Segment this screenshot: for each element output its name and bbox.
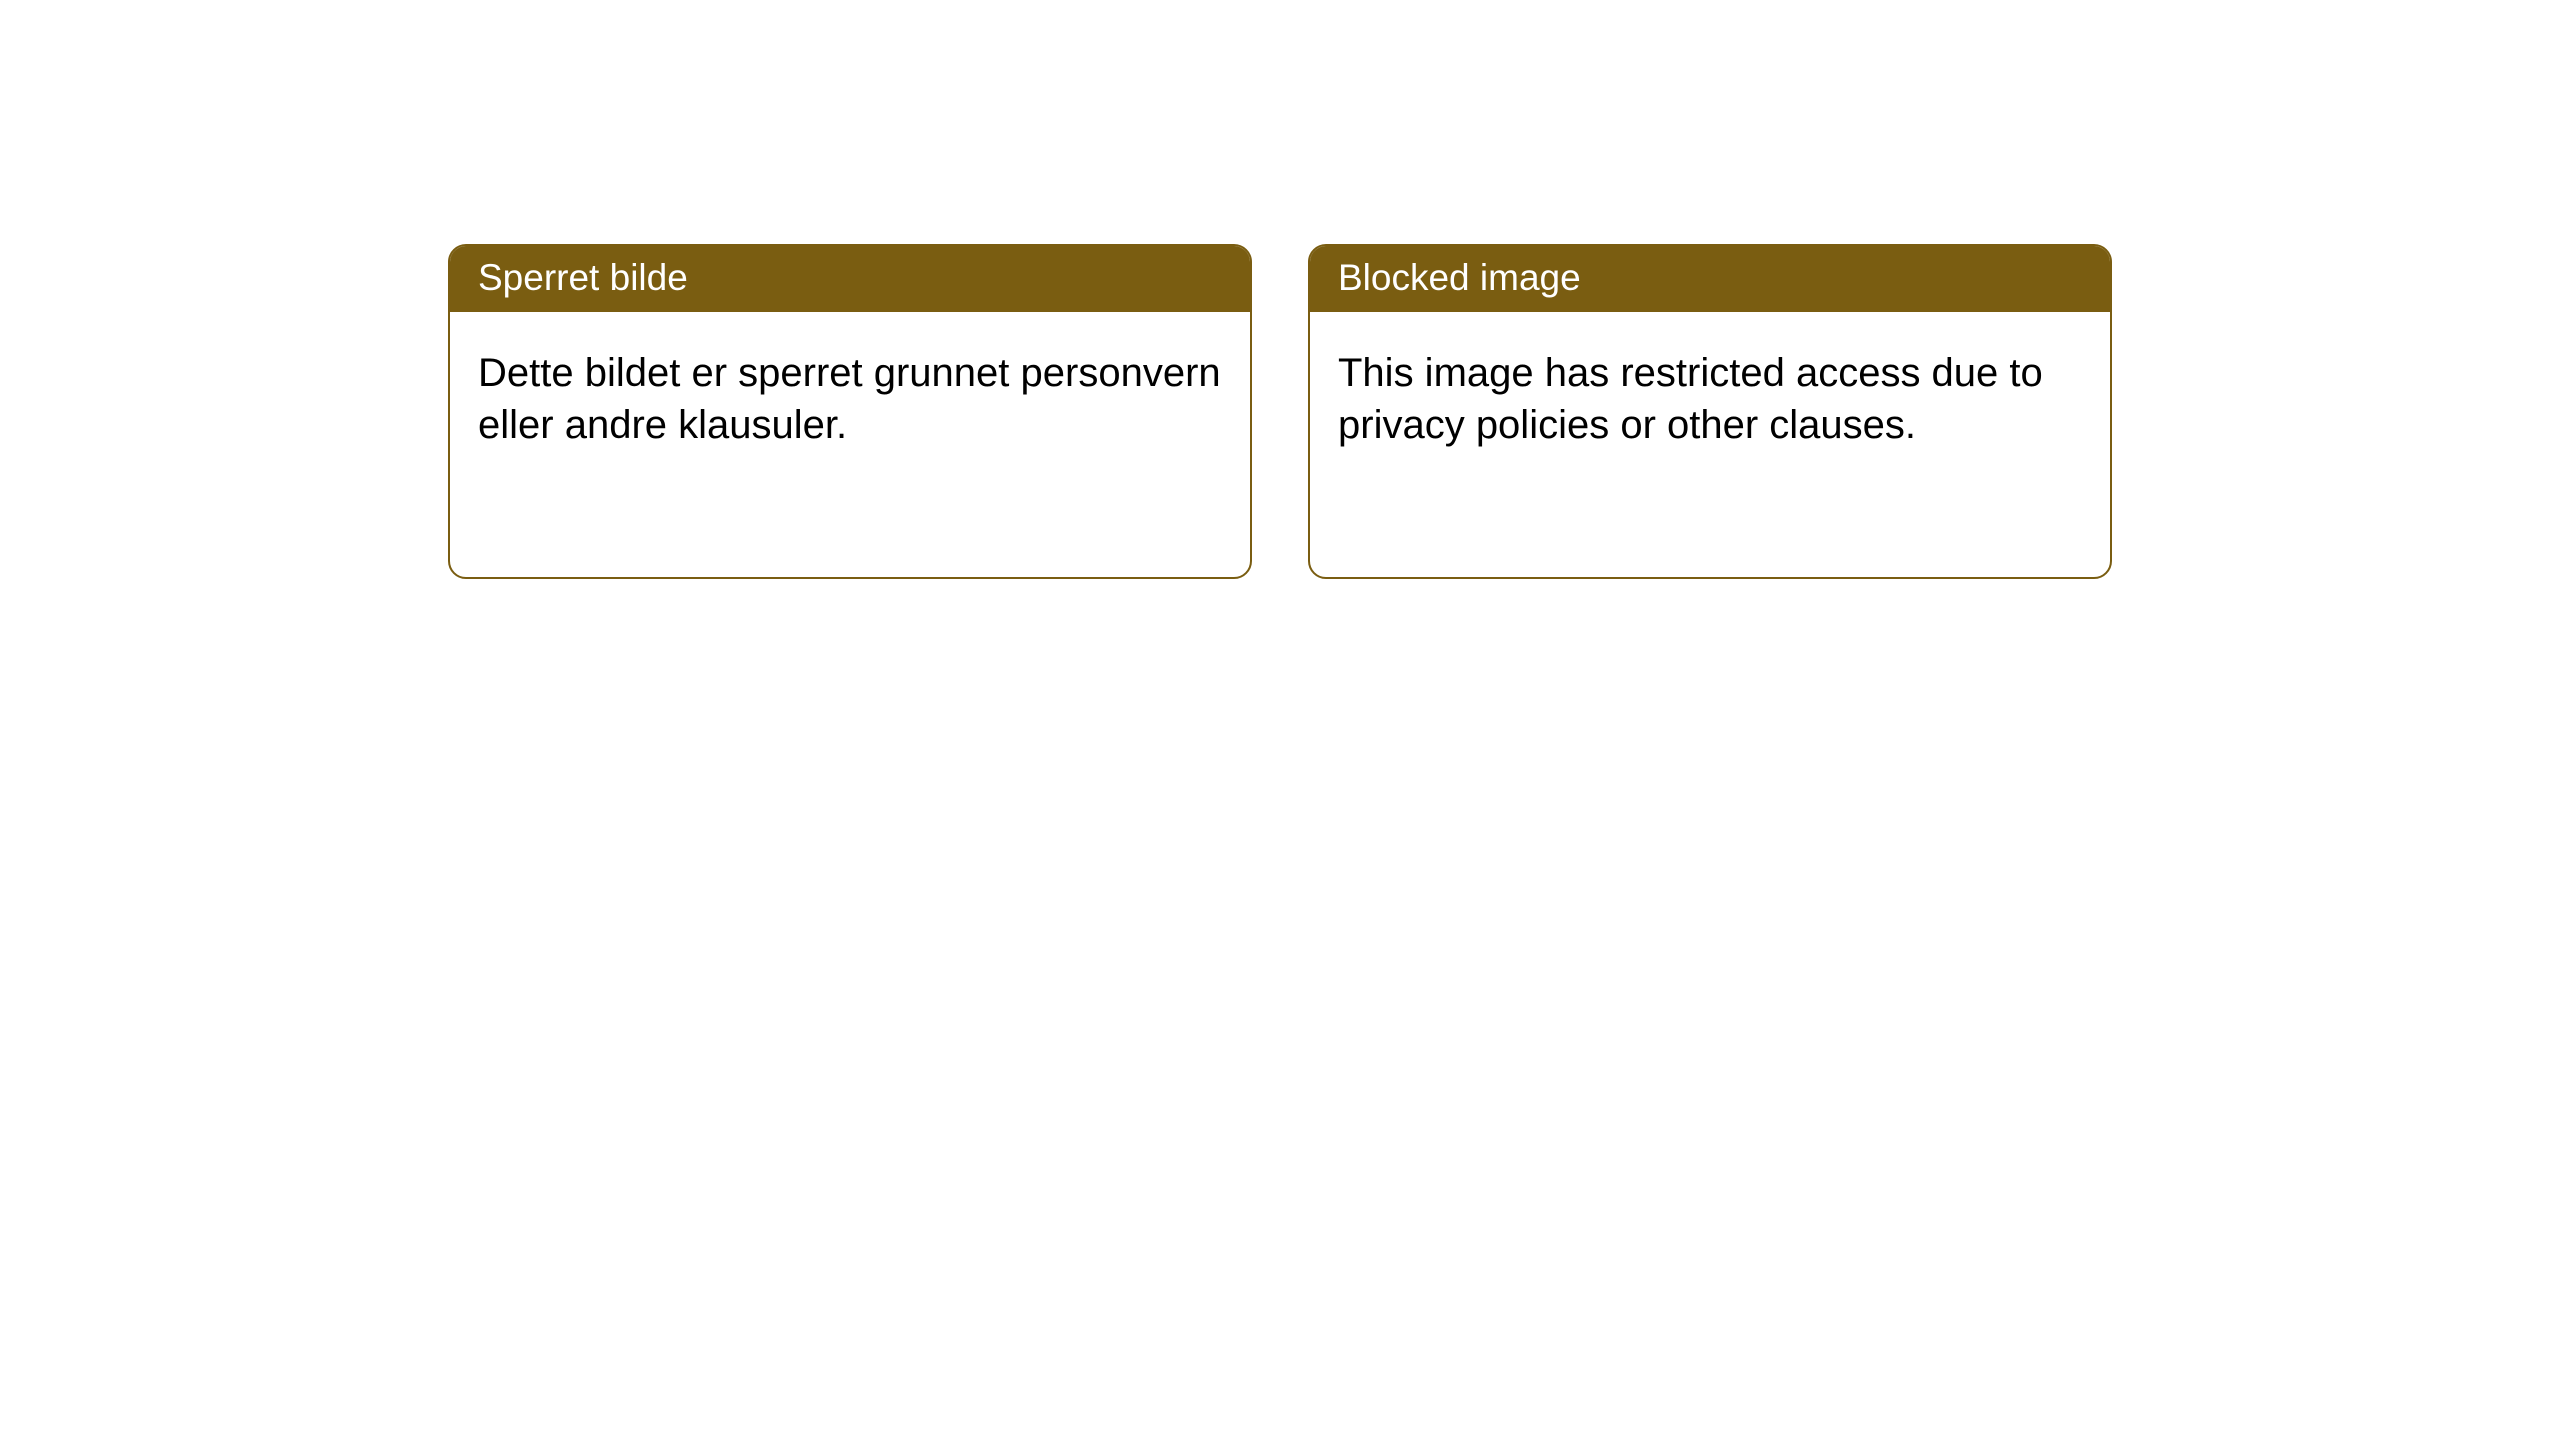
card-header: Blocked image <box>1310 246 2110 312</box>
blocked-card-no: Sperret bilde Dette bildet er sperret gr… <box>448 244 1252 579</box>
blocked-card-en: Blocked image This image has restricted … <box>1308 244 2112 579</box>
card-body: This image has restricted access due to … <box>1310 312 2110 479</box>
card-title: Sperret bilde <box>478 257 688 298</box>
cards-container: Sperret bilde Dette bildet er sperret gr… <box>0 0 2560 579</box>
card-header: Sperret bilde <box>450 246 1250 312</box>
card-body: Dette bildet er sperret grunnet personve… <box>450 312 1250 479</box>
card-message: Dette bildet er sperret grunnet personve… <box>478 351 1221 447</box>
card-title: Blocked image <box>1338 257 1581 298</box>
card-message: This image has restricted access due to … <box>1338 351 2043 447</box>
